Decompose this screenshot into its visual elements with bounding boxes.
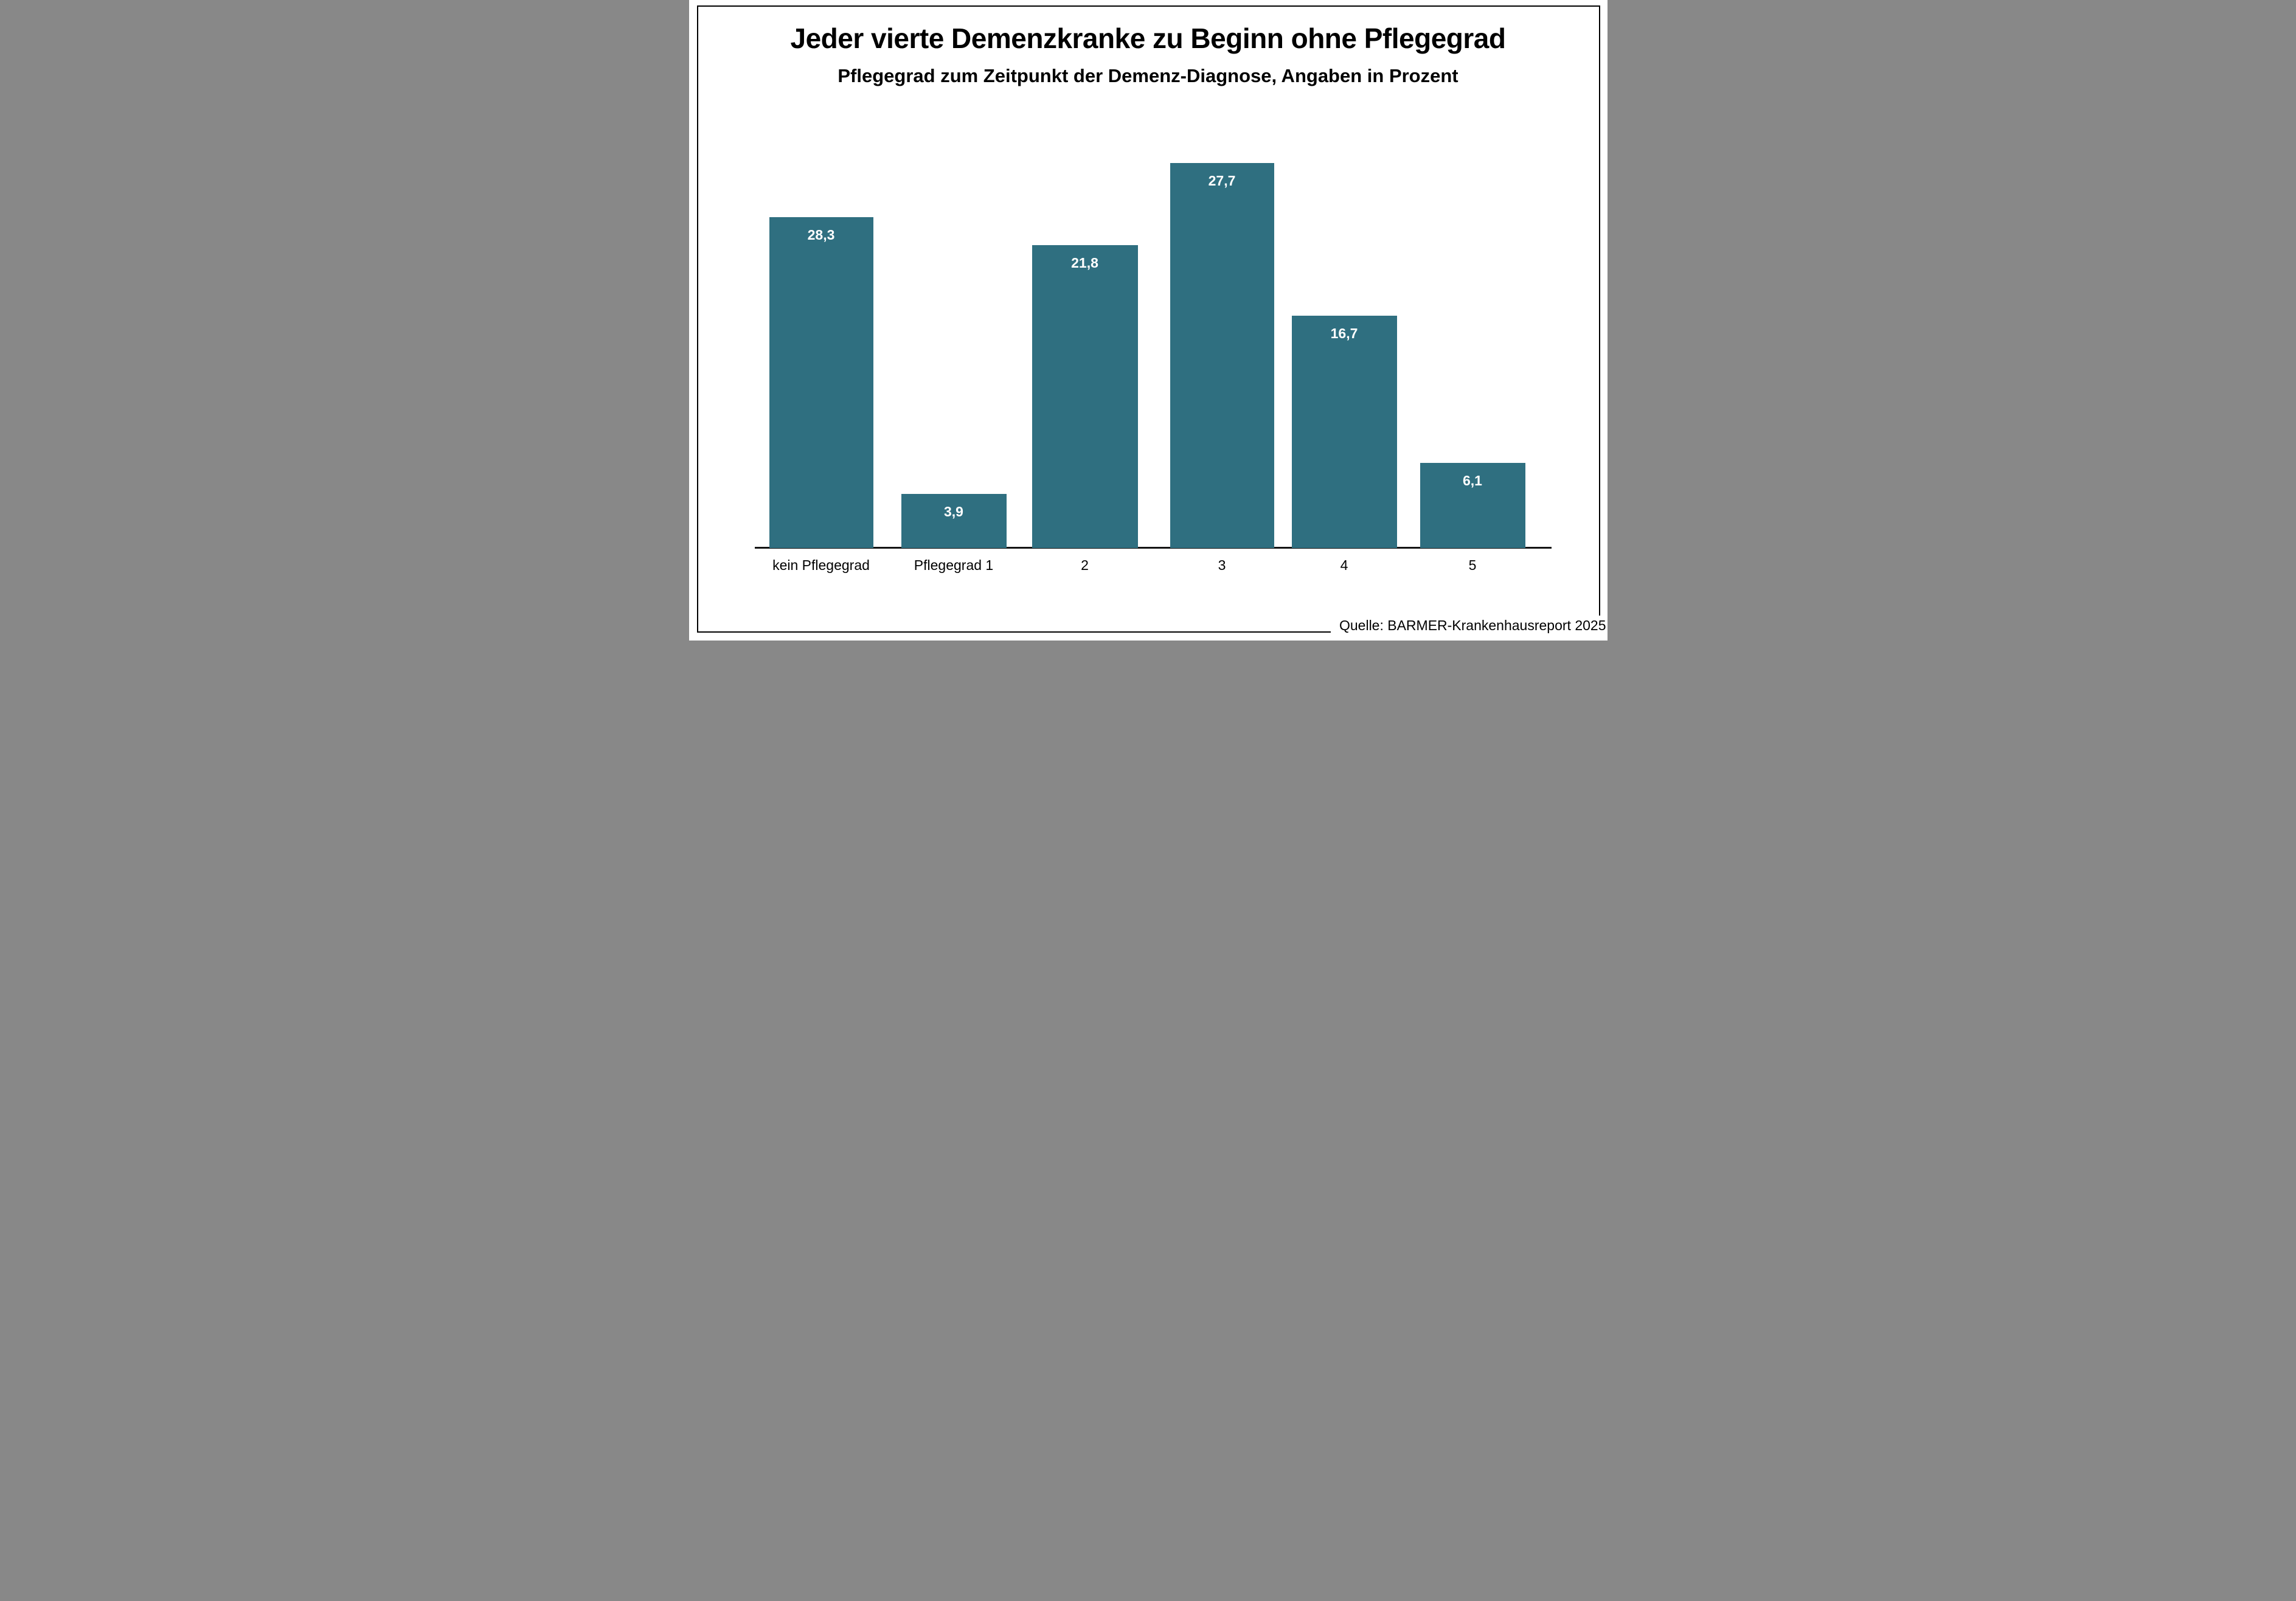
x-axis-line [754,547,1552,549]
bar-value-label: 16,7 [1330,325,1358,341]
bar-pflegegrad-1: 3,9 [901,494,1007,548]
bar-value-label: 27,7 [1208,173,1236,189]
x-axis-label: 4 [1340,557,1348,573]
x-axis-label: 3 [1218,557,1226,573]
infographic-page: Jeder vierte Demenzkranke zu Beginn ohne… [688,0,1608,641]
bar-value-label: 28,3 [807,227,835,243]
bar-value-label: 21,8 [1071,255,1098,271]
x-axis-label: Pflegegrad 1 [914,557,994,573]
bar-kein-pflegegrad: 28,3 [769,217,873,548]
plot-area: 28,3 kein Pflegegrad 3,9 Pflegegrad 1 21,8 2 2… [689,0,1608,641]
bar-3: 27,7 [1170,163,1274,548]
chart-title: Jeder vierte Demenzkranke zu Beginn ohne… [790,23,1506,54]
x-axis-label: kein Pflegegrad [772,557,870,573]
bar-value-label: 6,1 [1463,473,1482,488]
x-axis-label: 5 [1468,557,1477,573]
bar-5: 6,1 [1420,463,1525,548]
chart-subtitle: Pflegegrad zum Zeitpunkt der Demenz-Diag… [838,65,1458,86]
x-axis-label: 2 [1081,557,1089,573]
bar-value-label: 3,9 [944,504,963,519]
source-credit: Quelle: BARMER-Krankenhausreport 2025 [1330,616,1607,637]
bar-2: 21,8 [1032,245,1138,548]
bar-4: 16,7 [1291,316,1397,548]
